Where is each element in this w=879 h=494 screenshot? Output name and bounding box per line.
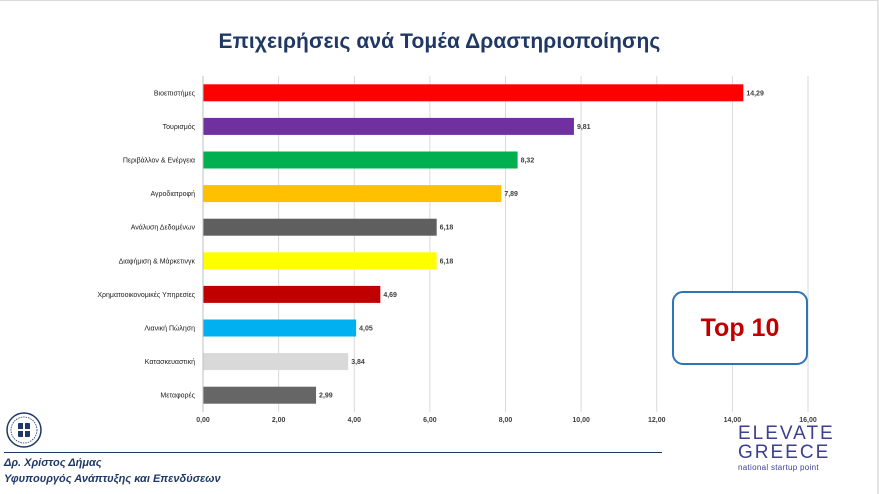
x-tick-label: 10,00 — [572, 417, 590, 424]
bar-8 — [203, 319, 357, 337]
category-label: Μεταφορές — [160, 392, 195, 400]
bar-2 — [203, 117, 574, 135]
value-label: 6,18 — [440, 225, 454, 232]
footer-role: Υφυπουργός Ανάπτυξης και Επενδύσεων — [4, 473, 221, 485]
value-label: 4,69 — [383, 292, 397, 299]
bar-10 — [203, 386, 317, 404]
category-label: Κατασκευαστική — [145, 359, 195, 366]
bar-9 — [203, 353, 349, 371]
x-tick-label: 0,00 — [196, 417, 210, 424]
value-label: 14,29 — [746, 90, 764, 97]
value-label: 7,89 — [504, 191, 518, 198]
value-label: 8,32 — [521, 158, 535, 165]
value-label: 6,18 — [440, 258, 454, 265]
chart-title: Επιχειρήσεις ανά Τομέα Δραστηριοποίησης — [218, 30, 661, 53]
bar-4 — [203, 185, 502, 203]
category-label: Βιοεπιστήμες — [154, 90, 196, 97]
elevate-greece-logo: ELEVATE GREECE national startup point — [738, 424, 838, 478]
x-tick-label: 12,00 — [648, 417, 666, 424]
category-label: Τουρισμός — [163, 123, 196, 131]
footer-author: Δρ. Χρίστος Δήμας — [4, 457, 102, 469]
category-label: Αγροδιατροφή — [151, 191, 196, 198]
bar-5 — [203, 218, 437, 236]
logo-tagline: national startup point — [738, 463, 819, 472]
category-label: Περιβάλλον & Ενέργεια — [123, 157, 195, 165]
hellenic-republic-seal-icon — [6, 412, 42, 448]
x-tick-label: 16,00 — [799, 417, 817, 424]
value-label: 9,81 — [577, 124, 591, 131]
footer-divider — [4, 452, 662, 453]
bar-chart: 0,00 2,00 4,00 6,00 8,00 10,00 12,00 14,00 16,00… — [97, 76, 817, 424]
category-label: Χρηματοοικονομικές Υπηρεσίες — [97, 291, 195, 299]
x-tick-label: 4,00 — [347, 417, 361, 424]
category-label: Ανάλυση Δεδομένων — [131, 224, 196, 232]
bar-7 — [203, 285, 381, 303]
frame-right-border — [877, 0, 879, 494]
bar-1 — [203, 84, 744, 102]
x-tick-label: 6,00 — [423, 417, 437, 424]
bar-3 — [203, 151, 518, 169]
category-label: Λιανική Πώληση — [144, 325, 195, 333]
bar-6 — [203, 252, 437, 270]
category-label: Διαφήμιση & Μάρκετινγκ — [119, 257, 196, 265]
top10-badge: Top 10 — [672, 291, 808, 365]
frame-top-border — [0, 0, 879, 1]
logo-line-1: ELEVATE — [738, 423, 835, 444]
value-label: 2,99 — [319, 393, 333, 400]
x-tick-label: 14,00 — [724, 417, 742, 424]
x-tick-label: 8,00 — [499, 417, 513, 424]
value-label: 3,84 — [351, 359, 365, 366]
logo-line-2: GREECE — [738, 442, 831, 463]
x-tick-label: 2,00 — [272, 417, 286, 424]
value-label: 4,05 — [359, 326, 373, 333]
